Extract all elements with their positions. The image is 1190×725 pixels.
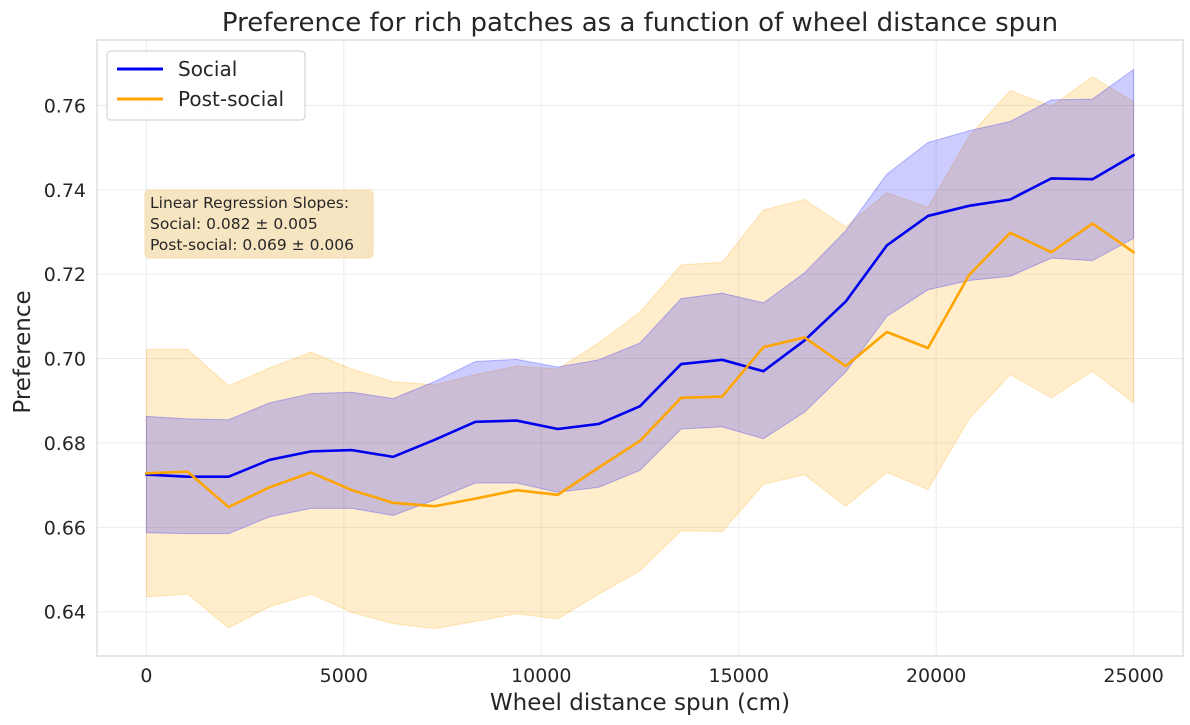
y-tick-label: 0.70	[44, 349, 86, 371]
y-axis-title: Preference	[10, 290, 36, 413]
y-tick-label: 0.76	[44, 95, 86, 117]
x-tick-label: 25000	[1103, 665, 1163, 687]
x-tick-label: 15000	[709, 665, 769, 687]
regression-annotation: Linear Regression Slopes: Social: 0.082 …	[144, 189, 374, 259]
y-tick-label: 0.72	[44, 264, 86, 286]
series-lines	[145, 153, 1135, 509]
y-tick-label: 0.66	[44, 517, 86, 539]
x-axis-title: Wheel distance spun (cm)	[490, 690, 790, 716]
x-tick-label: 20000	[906, 665, 966, 687]
confidence-bands	[145, 68, 1135, 630]
annotation-line-2: Social: 0.082 ± 0.005	[150, 215, 318, 233]
plot-area	[97, 40, 1183, 656]
line-social	[145, 153, 1135, 478]
x-axis-ticks: 0 5000 10000 15000 20000 25000	[140, 665, 1164, 687]
y-tick-label: 0.68	[44, 433, 86, 455]
x-tick-label: 10000	[511, 665, 571, 687]
y-axis-ticks: 0.64 0.66 0.68 0.70 0.72 0.74 0.76	[44, 95, 86, 623]
line-post-social	[145, 222, 1135, 509]
annotation-line-1: Linear Regression Slopes:	[150, 194, 349, 212]
y-tick-label: 0.74	[44, 180, 86, 202]
band-social	[145, 68, 1135, 535]
legend-label-post-social: Post-social	[178, 87, 284, 111]
annotation-line-3: Post-social: 0.069 ± 0.006	[150, 236, 354, 254]
axes-frame	[96, 39, 1184, 657]
x-tick-label: 5000	[320, 665, 368, 687]
x-tick-label: 0	[140, 665, 152, 687]
legend: Social Post-social	[106, 50, 306, 121]
chart-title: Preference for rich patches as a functio…	[222, 8, 1058, 38]
legend-label-social: Social	[178, 57, 237, 81]
annotation-box	[144, 189, 374, 259]
band-post-social	[145, 76, 1135, 630]
y-tick-label: 0.64	[44, 602, 86, 624]
